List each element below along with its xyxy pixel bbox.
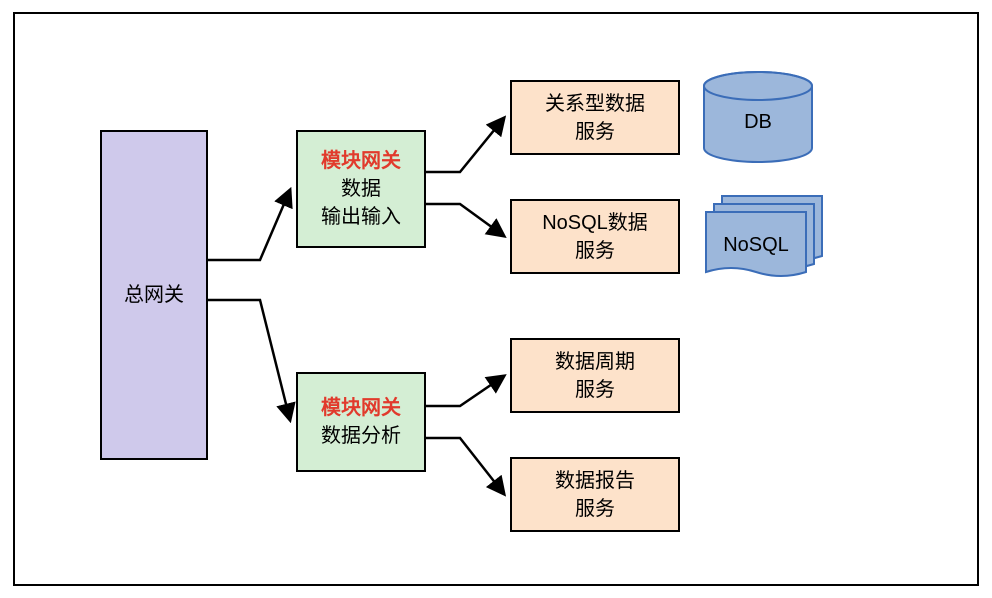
module-gw-analysis-title: 模块网关 bbox=[321, 394, 401, 422]
nosql-service-line1: NoSQL数据 bbox=[542, 209, 648, 237]
db-label: DB bbox=[744, 111, 772, 133]
db-cylinder-icon: DB bbox=[702, 70, 814, 164]
module-gw-io-sub1: 数据 bbox=[341, 175, 381, 203]
nosql-service-line2: 服务 bbox=[575, 237, 615, 265]
main-gateway-label: 总网关 bbox=[124, 281, 184, 309]
module-gw-analysis-sub: 数据分析 bbox=[321, 422, 401, 450]
report-service-line1: 数据报告 bbox=[555, 467, 635, 495]
period-service-line1: 数据周期 bbox=[555, 348, 635, 376]
node-nosql-service: NoSQL数据 服务 bbox=[510, 199, 680, 274]
module-gw-io-title: 模块网关 bbox=[321, 147, 401, 175]
period-service-line2: 服务 bbox=[575, 376, 615, 404]
nosql-stack-icon: NoSQL bbox=[700, 192, 828, 278]
report-service-line2: 服务 bbox=[575, 495, 615, 523]
rdb-service-line2: 服务 bbox=[575, 118, 615, 146]
module-gw-io-sub2: 输出输入 bbox=[321, 203, 401, 231]
nosql-label: NoSQL bbox=[723, 234, 789, 256]
rdb-service-line1: 关系型数据 bbox=[545, 90, 645, 118]
node-report-service: 数据报告 服务 bbox=[510, 457, 680, 532]
node-module-gw-analysis: 模块网关 数据分析 bbox=[296, 372, 426, 472]
node-module-gw-io: 模块网关 数据 输出输入 bbox=[296, 130, 426, 248]
node-main-gateway: 总网关 bbox=[100, 130, 208, 460]
node-rdb-service: 关系型数据 服务 bbox=[510, 80, 680, 155]
node-period-service: 数据周期 服务 bbox=[510, 338, 680, 413]
